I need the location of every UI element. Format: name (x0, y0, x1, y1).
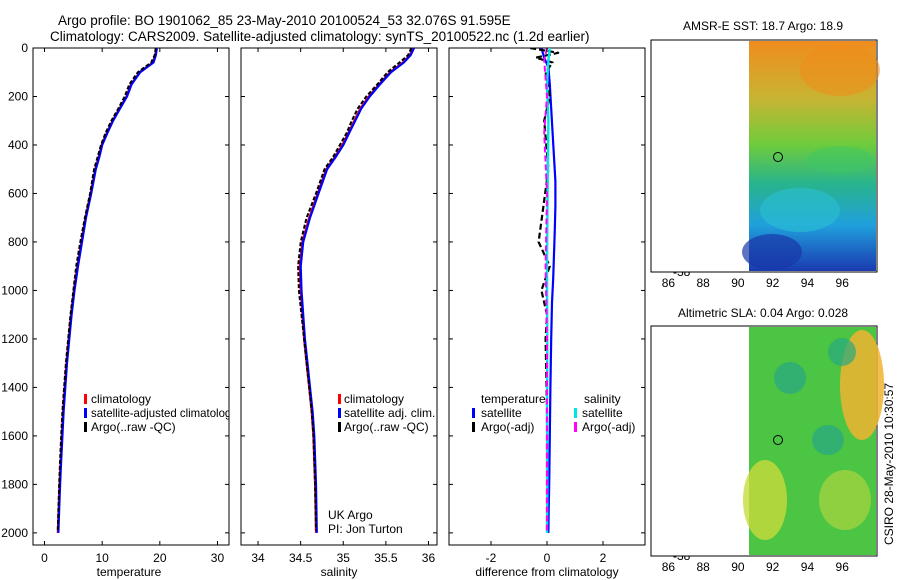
legend-label-climatology: climatology (344, 392, 404, 406)
annotation-pi: PI: Jon Turton (328, 522, 403, 536)
x-tick-label: 36 (422, 551, 436, 565)
x-tick-label: 34.5 (289, 551, 313, 565)
legend-swatch-satellite-adj (338, 408, 341, 418)
salinity-panel-frame (240, 47, 438, 546)
y-tick-label: 0 (21, 41, 28, 55)
legend-swatch-argo (84, 422, 87, 432)
sla-cool-eddy (812, 425, 844, 455)
y-tick-label: 600 (8, 186, 28, 200)
chart-title-line1: Argo profile: BO 1901062_85 23-May-2010 … (58, 13, 511, 28)
temperature-panel-frame (32, 47, 230, 546)
difference-profile-lines (530, 48, 560, 533)
sst-cool-patch (760, 188, 840, 232)
legend-label-argo: Argo(..raw -QC) (91, 420, 176, 434)
legend-swatch-sal-satellite (574, 408, 577, 418)
x-tick-label: 35 (337, 551, 351, 565)
sst-map-title: AMSR-E SST: 18.7 Argo: 18.9 (683, 19, 843, 33)
map-x-tick-label: 94 (801, 560, 815, 574)
timestamp-side-label: CSIRO 28-May-2010 10:30:57 (882, 383, 896, 545)
salinity-legend: climatology satellite adj. clim. Argo(..… (328, 392, 435, 536)
x-tick-label: 2 (600, 551, 607, 565)
y-tick-label: 1000 (1, 283, 28, 297)
annotation-uk-argo: UK Argo (328, 508, 373, 522)
xlabel-temperature: temperature (97, 565, 162, 579)
legend-label-sal-argo: Argo(-adj) (582, 420, 635, 434)
temperature-legend: climatology satellite-adjusted climatolo… (84, 392, 237, 434)
x-tick-label: 34 (251, 551, 265, 565)
map-x-tick-label: 90 (731, 560, 745, 574)
xlabel-difference: difference from climatology (475, 565, 618, 579)
xlabel-salinity: salinity (321, 565, 358, 579)
x-tick-label: -2 (486, 551, 497, 565)
x-tick-label: 20 (153, 551, 167, 565)
series-line (298, 48, 415, 533)
y-tick-label: 400 (8, 138, 28, 152)
series-line (56, 48, 157, 531)
x-tick-label: 0 (41, 551, 48, 565)
map-x-tick-label: 88 (696, 560, 710, 574)
legend-swatch-temp-satellite (472, 408, 475, 418)
x-tick-label: 10 (95, 551, 109, 565)
series-line (540, 48, 557, 533)
y-tick-label: 200 (8, 89, 28, 103)
sla-cool-eddy (774, 362, 806, 394)
y-tick-label: 800 (8, 235, 28, 249)
sla-cool-eddy (828, 338, 856, 366)
map-x-tick-label: 96 (836, 276, 850, 290)
y-tick-label: 1800 (1, 477, 28, 491)
x-tick-label: 35.5 (374, 551, 398, 565)
legend-swatch-climatology (84, 394, 87, 404)
difference-legend: temperature salinity satellite Argo(-adj… (472, 392, 635, 434)
map-x-tick-label: 90 (731, 276, 745, 290)
sst-heatmap (742, 41, 880, 271)
salinity-profile-lines (297, 48, 415, 533)
sla-yellow-patch (743, 460, 787, 540)
sla-map-title: Altimetric SLA: 0.04 Argo: 0.028 (678, 306, 848, 320)
x-tick-label: 30 (211, 551, 225, 565)
y-tick-label: 1600 (1, 429, 28, 443)
map-x-tick-label: 86 (662, 560, 676, 574)
legend-label-satellite-adj: satellite adj. clim. (344, 406, 435, 420)
legend-group-salinity: salinity (584, 392, 621, 406)
legend-label-satellite-adj: satellite-adjusted climatology (91, 406, 237, 420)
y-tick-label: 2000 (1, 526, 28, 540)
sla-heatmap (743, 327, 884, 555)
map-x-tick-label: 92 (766, 276, 780, 290)
series-line (543, 48, 548, 531)
sst-warm-patch (800, 44, 880, 96)
sst-argo-marker (773, 152, 783, 162)
legend-swatch-argo (338, 422, 341, 432)
sla-yellow-patch (819, 470, 871, 530)
map-x-tick-label: 96 (836, 560, 850, 574)
series-line (299, 48, 415, 533)
map-x-tick-label: 86 (662, 276, 676, 290)
legend-swatch-temp-argo (472, 422, 475, 432)
legend-group-temperature: temperature (481, 392, 546, 406)
series-line (57, 48, 158, 533)
series-line (297, 48, 413, 531)
legend-label-sal-satellite: satellite (582, 406, 623, 420)
legend-label-climatology: climatology (91, 392, 151, 406)
chart-title-line2: Climatology: CARS2009. Satellite-adjuste… (50, 29, 590, 44)
legend-swatch-satellite-adj (84, 408, 87, 418)
legend-swatch-climatology (338, 394, 341, 404)
sst-deep-patch (742, 234, 802, 270)
sst-green-patch (806, 146, 874, 174)
y-tick-label: 1400 (1, 380, 28, 394)
legend-label-temp-argo: Argo(-adj) (481, 420, 534, 434)
map-x-tick-label: 94 (801, 276, 815, 290)
legend-label-argo: Argo(..raw -QC) (344, 420, 429, 434)
sla-argo-marker (773, 435, 783, 445)
series-line (56, 48, 158, 533)
temperature-profile-lines (56, 48, 158, 533)
x-tick-label: 0 (544, 551, 551, 565)
y-tick-label: 1200 (1, 332, 28, 346)
legend-label-temp-satellite: satellite (481, 406, 522, 420)
map-x-tick-label: 88 (696, 276, 710, 290)
map-x-tick-label: 92 (766, 560, 780, 574)
legend-swatch-sal-argo (574, 422, 577, 432)
